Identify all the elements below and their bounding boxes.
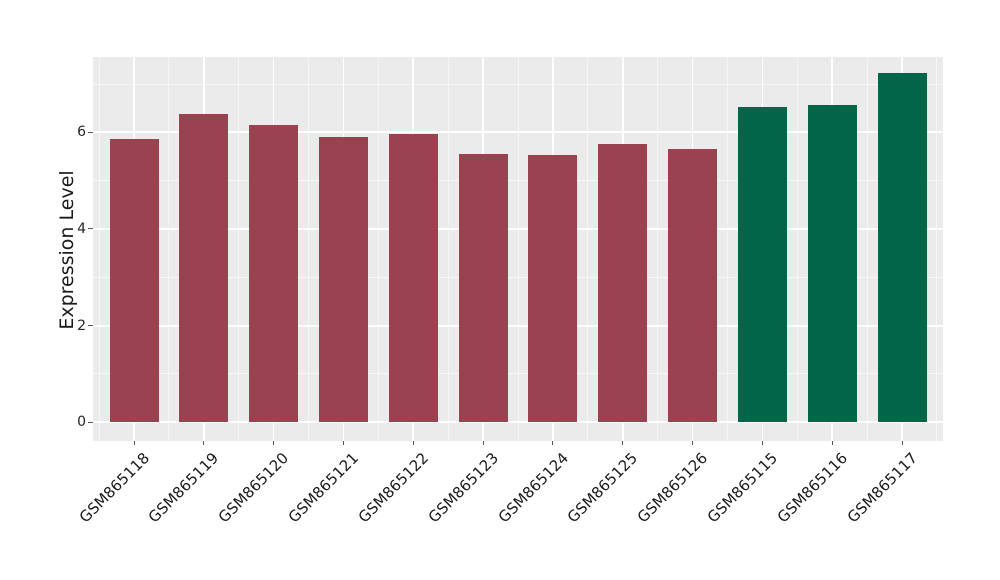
- bar-GSM865115: [737, 107, 787, 423]
- gridline-minor-vertical: [238, 57, 240, 441]
- x-tickmark: [901, 441, 903, 445]
- x-tickmark: [552, 441, 554, 445]
- x-tick-label: GSM865122: [354, 449, 432, 527]
- gridline-major-horizontal: [93, 324, 943, 327]
- bar-GSM865124: [528, 154, 578, 423]
- gridline-minor-vertical: [936, 57, 938, 441]
- x-tickmark: [831, 441, 833, 445]
- x-tickmark: [761, 441, 763, 445]
- x-tick-label: GSM865115: [703, 449, 782, 527]
- x-tick-label: GSM865121: [284, 449, 363, 527]
- gridline-minor-vertical: [98, 57, 100, 441]
- x-tick-label: GSM865124: [494, 449, 572, 527]
- gridline-minor-vertical: [308, 57, 310, 441]
- x-tick-label: GSM865117: [843, 449, 921, 527]
- gridline-minor-vertical: [517, 57, 519, 441]
- gridline-minor-vertical: [866, 57, 868, 441]
- x-tickmark: [133, 441, 135, 445]
- x-tickmark: [273, 441, 275, 445]
- y-tickmark: [88, 131, 93, 133]
- bar-GSM865120: [249, 124, 299, 423]
- bar-GSM865126: [668, 148, 718, 423]
- y-tickmark: [88, 325, 93, 327]
- x-tickmark: [203, 441, 205, 445]
- bar-GSM865122: [388, 133, 438, 423]
- bar-GSM865125: [598, 143, 648, 423]
- x-tickmark: [692, 441, 694, 445]
- x-tickmark: [412, 441, 414, 445]
- x-tick-label: GSM865125: [564, 449, 642, 527]
- x-tickmark: [342, 441, 344, 445]
- bar-GSM865123: [458, 153, 508, 423]
- y-tick-label: 0: [77, 414, 86, 431]
- bar-GSM865117: [877, 73, 927, 423]
- y-axis-title: Expression Level: [56, 170, 78, 330]
- x-tickmark: [622, 441, 624, 445]
- plot-panel: [93, 57, 943, 441]
- gridline-minor-vertical: [657, 57, 659, 441]
- bar-GSM865121: [318, 137, 368, 423]
- bar-GSM865118: [109, 139, 159, 423]
- gridline-minor-vertical: [796, 57, 798, 441]
- x-tick-label: GSM865120: [215, 449, 293, 527]
- gridline-major-horizontal: [93, 131, 943, 134]
- gridline-major-horizontal: [93, 421, 943, 424]
- gridline-minor-vertical: [168, 57, 170, 441]
- gridline-minor-vertical: [377, 57, 379, 441]
- y-tickmark: [88, 421, 93, 423]
- y-tickmark: [88, 228, 93, 230]
- x-tick-label: GSM865123: [424, 449, 502, 527]
- x-tick-label: GSM865126: [633, 449, 712, 527]
- x-tick-label: GSM865118: [75, 449, 153, 527]
- gridline-major-horizontal: [93, 227, 943, 230]
- y-tick-label: 4: [77, 220, 86, 237]
- bar-GSM865116: [807, 104, 857, 423]
- y-tick-label: 2: [77, 317, 86, 334]
- x-tick-label: GSM865116: [773, 449, 851, 527]
- y-tick-label: 6: [77, 124, 86, 141]
- gridline-minor-vertical: [726, 57, 728, 441]
- x-tick-label: GSM865119: [145, 449, 223, 527]
- gridline-minor-vertical: [587, 57, 589, 441]
- x-tickmark: [482, 441, 484, 445]
- bar-GSM865119: [179, 113, 229, 423]
- gridline-minor-vertical: [447, 57, 449, 441]
